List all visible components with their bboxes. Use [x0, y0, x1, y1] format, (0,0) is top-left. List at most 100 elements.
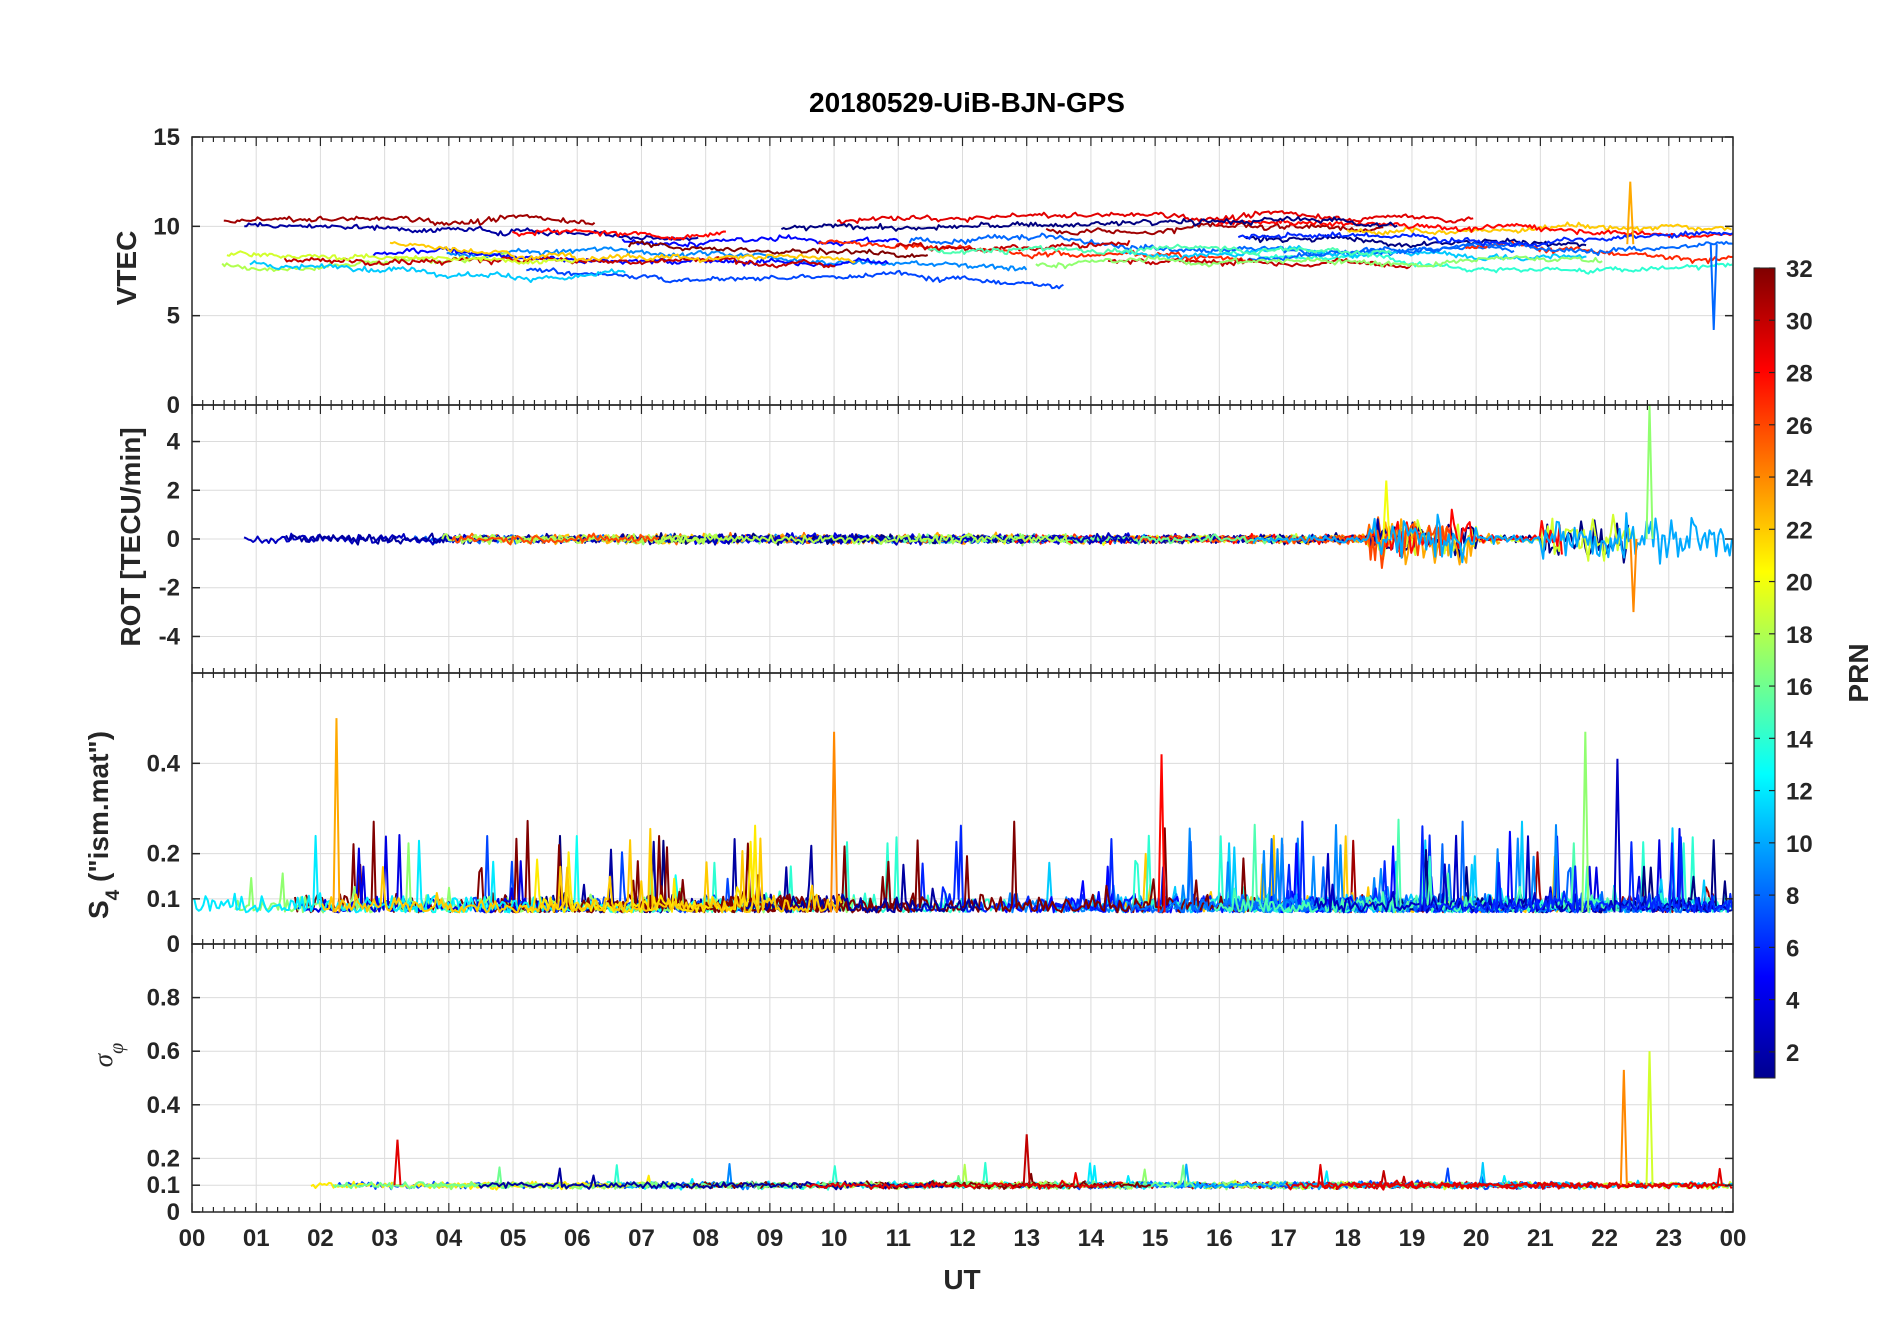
sigma-label-sub: φ	[106, 1043, 128, 1054]
colorbar-tick-label: 6	[1786, 935, 1799, 962]
x-tick-label: 16	[1206, 1225, 1233, 1252]
x-tick-label: 07	[628, 1225, 655, 1252]
spike-trace	[1022, 1134, 1031, 1186]
s4-label-rest: ("ism.mat")	[83, 731, 114, 890]
x-tick-label: 20	[1463, 1225, 1490, 1252]
spike-trace	[830, 731, 839, 913]
prn-trace	[451, 532, 660, 546]
colorbar-tick-label: 16	[1786, 674, 1813, 701]
prn-trace	[1315, 1163, 1733, 1191]
x-tick-label: 08	[692, 1225, 719, 1252]
prn-trace	[1285, 1167, 1727, 1191]
colorbar-tick-label: 12	[1786, 779, 1813, 806]
trace-layer	[193, 181, 1734, 1191]
prn-trace	[621, 234, 900, 249]
prn-trace	[244, 221, 699, 242]
spike-trace	[332, 718, 341, 913]
prn-trace	[627, 240, 929, 259]
colorbar-tick-label: 32	[1786, 256, 1813, 283]
spike-trace	[1626, 181, 1635, 245]
colorbar-tick-label: 8	[1786, 883, 1799, 910]
prn-trace	[818, 239, 1246, 263]
prn-trace	[805, 1172, 1124, 1190]
y-tick-label: 0.4	[147, 1092, 181, 1119]
x-tick-label: 04	[435, 1225, 462, 1252]
y-tick-label: 15	[153, 124, 180, 151]
prn-trace	[1417, 825, 1734, 914]
x-tick-label: 02	[307, 1225, 334, 1252]
x-tick-label: 13	[1013, 1225, 1040, 1252]
x-tick-label: 09	[757, 1225, 784, 1252]
y-tick-label: 0	[167, 931, 180, 958]
rot-axis-label: ROT [TECU/min]	[115, 427, 146, 646]
colorbar	[1753, 267, 1776, 1079]
axis-layer: 051015-4-202400.10.20.400.10.20.40.60.80…	[147, 124, 1747, 1252]
colorbar-tick-label: 14	[1786, 726, 1813, 753]
y-tick-label: 0	[167, 1199, 180, 1226]
prn-trace	[908, 232, 1515, 257]
s4-label-sub: 4	[103, 889, 124, 900]
y-tick-label: 0.1	[147, 1172, 180, 1199]
prn-trace	[332, 1166, 559, 1190]
prn-trace	[511, 227, 726, 241]
spike-trace	[1613, 758, 1622, 913]
spike-trace	[1157, 754, 1166, 913]
prn-trace	[927, 243, 1393, 257]
y-tick-label: 0.1	[147, 886, 180, 913]
y-tick-label: -4	[159, 623, 181, 650]
prn-trace	[226, 250, 577, 265]
colorbar-tick-label: 18	[1786, 622, 1813, 649]
colorbar-tick-label: 2	[1786, 1040, 1799, 1067]
sigma-phi-axis-label: σφ	[88, 1043, 128, 1067]
x-tick-label: 10	[821, 1225, 848, 1252]
prn-trace	[895, 239, 1131, 253]
y-tick-label: 0.6	[147, 1038, 180, 1065]
colorbar-tick-label: 22	[1786, 517, 1813, 544]
s4-axis-label: S4 ("ism.mat")	[83, 731, 124, 919]
x-tick-label: 14	[1078, 1225, 1105, 1252]
x-axis-label: UT	[943, 1264, 980, 1295]
prn-trace	[526, 267, 1064, 290]
colorbar-tick-label: 4	[1786, 988, 1800, 1015]
y-tick-label: 0	[167, 526, 180, 553]
vtec-axis-label: VTEC	[111, 231, 142, 306]
spike-trace	[1619, 1069, 1628, 1186]
y-tick-label: 0.8	[147, 985, 180, 1012]
x-tick-label: 01	[243, 1225, 270, 1252]
x-tick-label: 06	[564, 1225, 591, 1252]
prn-trace	[1237, 230, 1734, 248]
sigma-label-main: σ	[88, 1052, 118, 1067]
prn-trace	[1107, 257, 1413, 270]
y-tick-label: 10	[153, 213, 180, 240]
prn-trace	[1214, 218, 1733, 240]
chart-title: 20180529-UiB-BJN-GPS	[809, 87, 1125, 118]
y-tick-label: 0.4	[147, 750, 181, 777]
spike-trace	[1709, 244, 1718, 330]
prn-trace	[321, 827, 843, 914]
prn-trace	[223, 214, 596, 226]
colorbar-label: PRN	[1843, 643, 1874, 702]
x-tick-label: 23	[1655, 1225, 1682, 1252]
spike-trace	[393, 1139, 402, 1186]
x-tick-label: 19	[1399, 1225, 1426, 1252]
x-tick-label: 00	[1720, 1225, 1747, 1252]
x-tick-label: 12	[949, 1225, 976, 1252]
colorbar-tick-label: 30	[1786, 308, 1813, 335]
x-tick-label: 18	[1334, 1225, 1361, 1252]
colorbar-tick-label: 26	[1786, 413, 1813, 440]
spike-trace	[1645, 1051, 1654, 1186]
x-tick-label: 11	[886, 1225, 911, 1252]
spike-trace	[1629, 538, 1638, 613]
spike-trace	[1581, 731, 1590, 913]
spike-trace	[1645, 404, 1654, 540]
prn-trace	[1073, 1163, 1587, 1191]
s4-label-main: S	[83, 900, 114, 919]
y-tick-label: -2	[159, 575, 180, 602]
prn-trace	[780, 215, 1398, 232]
y-tick-label: 5	[167, 303, 180, 330]
x-tick-label: 15	[1142, 1225, 1169, 1252]
prn-trace	[1243, 234, 1587, 249]
x-tick-label: 22	[1591, 1225, 1618, 1252]
y-tick-label: 2	[167, 477, 180, 504]
